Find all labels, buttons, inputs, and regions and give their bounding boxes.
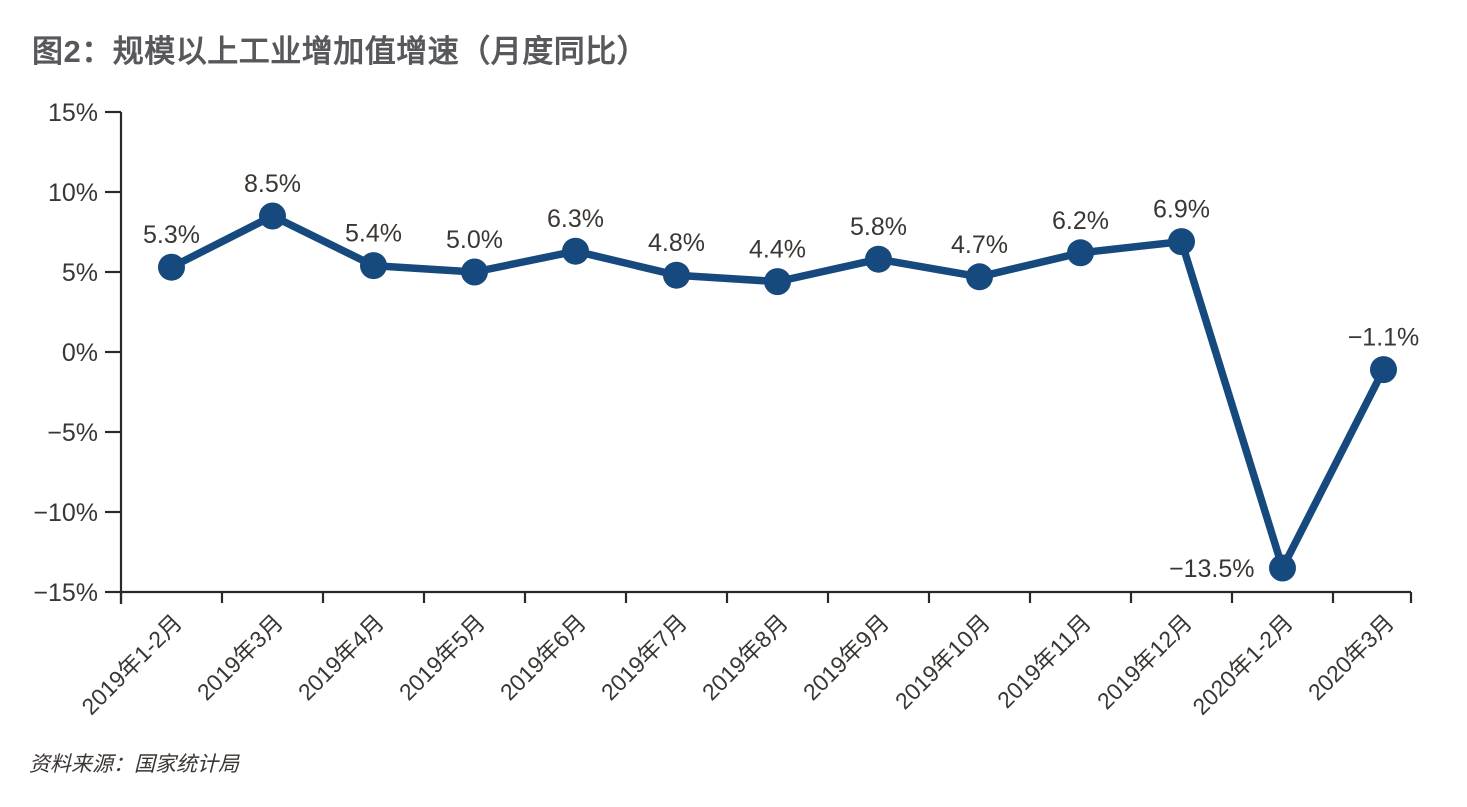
- data-point: [562, 237, 589, 265]
- data-point: [1168, 228, 1195, 256]
- data-point: [1370, 356, 1397, 384]
- data-point-label: 4.4%: [749, 236, 806, 264]
- x-tick-label: 2019年7月: [596, 609, 692, 705]
- data-point: [966, 263, 993, 291]
- data-point: [1269, 554, 1296, 582]
- data-point-label: 4.7%: [951, 231, 1008, 259]
- x-tick-label: 2019年6月: [495, 609, 591, 705]
- x-tick-label: 2019年1-2月: [76, 609, 187, 720]
- y-tick-label: −5%: [47, 419, 98, 447]
- data-point: [865, 245, 892, 273]
- data-point: [461, 258, 488, 286]
- x-tick-label: 2019年4月: [293, 609, 389, 705]
- x-tick-label: 2020年3月: [1303, 609, 1399, 705]
- y-tick-label: 0%: [62, 339, 98, 367]
- y-tick-label: 15%: [48, 99, 98, 127]
- data-point: [360, 252, 387, 280]
- data-point-label: 6.3%: [547, 205, 604, 233]
- y-tick-label: −10%: [33, 499, 98, 527]
- data-point-label: 6.2%: [1052, 207, 1109, 235]
- data-point: [764, 268, 791, 296]
- x-tick-label: 2019年11月: [992, 609, 1096, 713]
- x-tick-label: 2019年5月: [394, 609, 490, 705]
- x-tick-label: 2019年3月: [192, 609, 288, 705]
- x-tick-label: 2019年9月: [798, 609, 894, 705]
- x-tick-label: 2020年1-2月: [1187, 609, 1298, 720]
- data-point: [259, 202, 286, 230]
- y-tick-label: −15%: [33, 579, 98, 607]
- x-tick-label: 2019年8月: [697, 609, 793, 705]
- y-tick-label: 5%: [62, 259, 98, 287]
- data-point: [1067, 239, 1094, 267]
- data-point-label: 6.9%: [1153, 196, 1210, 224]
- data-point-label: −13.5%: [1169, 555, 1255, 583]
- y-tick-label: 10%: [48, 179, 98, 207]
- x-tick-label: 2019年10月: [890, 609, 995, 714]
- data-point-label: 5.3%: [143, 221, 200, 249]
- x-tick-label: 2019年12月: [1092, 609, 1197, 714]
- data-point-label: 5.0%: [446, 226, 503, 254]
- data-point-label: 5.8%: [850, 213, 907, 241]
- data-point-label: 8.5%: [244, 170, 301, 198]
- chart-title: 图2：规模以上工业增加值增速（月度同比）: [32, 34, 649, 69]
- data-point-label: 4.8%: [648, 229, 705, 257]
- data-point-label: −1.1%: [1348, 324, 1420, 352]
- source-note: 资料来源：国家统计局: [29, 753, 239, 776]
- data-point: [158, 253, 185, 281]
- data-point: [663, 261, 690, 289]
- data-point-label: 5.4%: [345, 220, 402, 248]
